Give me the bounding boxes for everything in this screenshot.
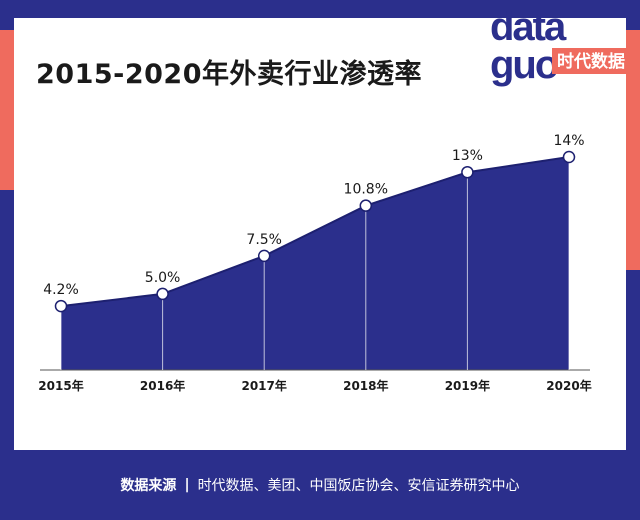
data-label: 5.0%: [145, 270, 181, 286]
source-text: 时代数据、美团、中国饭店协会、安信证券研究中心: [197, 478, 520, 494]
logo-text-data: data: [490, 5, 567, 49]
data-point: [156, 287, 169, 301]
data-point: [461, 165, 474, 179]
x-tick-label: 2019年: [445, 378, 490, 393]
x-tick-label: 2020年: [546, 378, 591, 393]
source-separator: |: [184, 477, 190, 493]
accent-bar-left: [0, 30, 14, 190]
data-point: [257, 249, 271, 263]
data-point: [54, 299, 68, 313]
data-label: 14%: [553, 133, 584, 149]
data-point: [562, 150, 576, 164]
logo-tagline: 时代数据: [557, 51, 625, 72]
x-tick-label: 2018年: [343, 378, 388, 393]
area-fill: [61, 157, 569, 370]
data-label: 7.5%: [246, 232, 282, 248]
source-label: 数据来源: [120, 478, 177, 494]
data-label: 4.2%: [43, 282, 79, 298]
x-tick-label: 2016年: [140, 378, 185, 393]
data-label: 10.8%: [344, 182, 388, 198]
area-outline: [60, 156, 570, 308]
logo-text-guo: guo: [490, 43, 558, 87]
data-label: 13%: [452, 148, 483, 164]
penetration-area-chart: 4.2% 2015年 5.0% 2016年 7.5% 2017年 10.8% 2018年 13%…: [38, 133, 591, 393]
logo-tag-box: [552, 48, 630, 74]
dataguo-logo: data guo 时代数据: [490, 5, 630, 87]
x-tick-label: 2017年: [241, 378, 286, 393]
data-point: [359, 199, 373, 212]
x-tick-label: 2015年: [38, 378, 83, 393]
accent-bar-right: [626, 30, 640, 270]
chart-title: 2015-2020年外卖行业渗透率: [36, 59, 422, 90]
source-footer: 数据来源 | 时代数据、美团、中国饭店协会、安信证券研究中心: [0, 450, 640, 520]
